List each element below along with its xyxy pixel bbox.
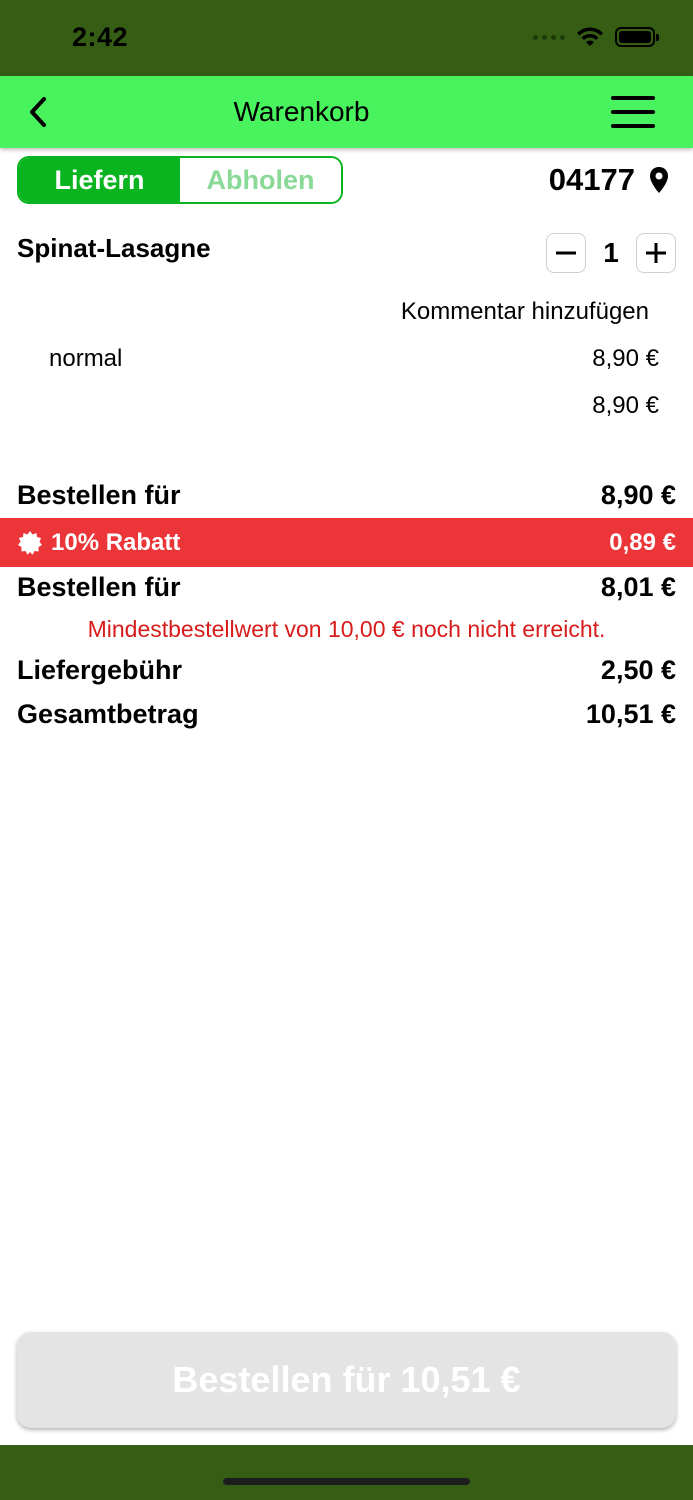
discount-label: 10% Rabatt bbox=[51, 528, 181, 556]
total-row: Gesamtbetrag 10,51 € bbox=[17, 699, 676, 730]
home-indicator[interactable] bbox=[223, 1478, 470, 1485]
signal-icon bbox=[533, 34, 565, 40]
status-icons bbox=[533, 26, 659, 48]
tab-abholen[interactable]: Abholen bbox=[180, 158, 341, 202]
discounted-subtotal-value: 8,01 € bbox=[600, 572, 676, 602]
min-order-warning: Mindestbestellwert von 10,00 € noch nich… bbox=[87, 616, 606, 642]
status-time: 2:42 bbox=[72, 22, 129, 52]
location-selector[interactable]: 04177 bbox=[549, 162, 669, 198]
total-label: Gesamtbetrag bbox=[17, 699, 199, 729]
wifi-icon bbox=[577, 27, 603, 46]
back-button[interactable] bbox=[18, 90, 58, 134]
delivery-fee-value: 2,50 € bbox=[600, 655, 676, 685]
plus-icon bbox=[646, 243, 666, 263]
order-button[interactable]: Bestellen für 10,51 € bbox=[17, 1332, 676, 1428]
discounted-subtotal-row: Bestellen für 8,01 € bbox=[17, 572, 676, 603]
discount-row: 10% Rabatt 0,89 € bbox=[0, 518, 693, 567]
battery-icon bbox=[615, 27, 659, 47]
item-option-name: normal bbox=[49, 345, 123, 372]
quantity-value: 1 bbox=[603, 237, 619, 268]
subtotal-row: Bestellen für 8,90 € bbox=[17, 480, 676, 511]
subtotal-value: 8,90 € bbox=[600, 480, 676, 510]
chevron-left-icon bbox=[30, 97, 46, 127]
delivery-fee-label: Liefergebühr bbox=[17, 655, 183, 685]
decrease-quantity-button[interactable] bbox=[546, 233, 586, 273]
zip-code: 04177 bbox=[548, 162, 635, 197]
minus-icon bbox=[556, 251, 576, 255]
bottom-bar bbox=[0, 1445, 693, 1500]
item-total-price: 8,90 € bbox=[592, 392, 659, 419]
total-value: 10,51 € bbox=[585, 699, 676, 729]
page-title-text: Warenkorb bbox=[233, 96, 370, 127]
increase-quantity-button[interactable] bbox=[636, 233, 676, 273]
item-option-price: 8,90 € bbox=[592, 345, 659, 372]
page-title: Warenkorb bbox=[0, 96, 693, 128]
discounted-subtotal-label: Bestellen für bbox=[17, 572, 181, 602]
quantity-stepper: 1 bbox=[546, 233, 676, 273]
nav-bar: Warenkorb bbox=[0, 76, 693, 148]
discount-value: 0,89 € bbox=[609, 528, 676, 556]
hamburger-menu-icon[interactable] bbox=[611, 96, 655, 128]
location-pin-icon bbox=[650, 167, 668, 193]
delivery-mode-toggle: Liefern Abholen bbox=[17, 156, 343, 204]
status-bar: 2:42 bbox=[0, 0, 693, 76]
tab-liefern[interactable]: Liefern bbox=[19, 158, 180, 202]
add-comment-link[interactable]: Kommentar hinzufügen bbox=[400, 298, 649, 325]
discount-badge-icon bbox=[18, 530, 42, 555]
cart-item-name: Spinat-Lasagne bbox=[17, 233, 211, 263]
subtotal-label: Bestellen für bbox=[17, 480, 181, 510]
delivery-fee-row: Liefergebühr 2,50 € bbox=[17, 655, 676, 686]
